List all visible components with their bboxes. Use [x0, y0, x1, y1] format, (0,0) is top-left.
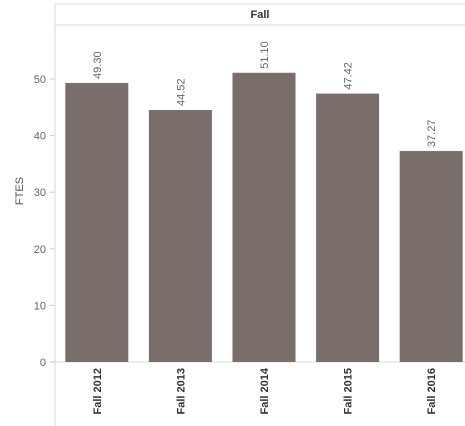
bar[interactable]: [399, 151, 463, 362]
y-tick-label: 0: [40, 357, 46, 369]
y-axis-ticks: 0 10 20 30 40 50: [34, 74, 55, 369]
bars: [65, 72, 463, 363]
bar-value-label: 44.52: [175, 78, 187, 106]
y-tick-label: 10: [34, 300, 46, 312]
x-category-label: Fall 2014: [259, 367, 271, 414]
bar[interactable]: [232, 72, 296, 363]
bar-value-label: 37.27: [426, 120, 438, 148]
x-category-label: Fall 2012: [92, 368, 104, 414]
x-category-label: Fall 2013: [175, 368, 187, 414]
panel-header: Fall: [251, 9, 270, 21]
data-labels: 49.30 44.52 51.10 47.42 37.27: [92, 41, 438, 147]
y-tick-label: 50: [34, 74, 46, 86]
x-axis-labels: Fall 2012 Fall 2013 Fall 2014 Fall 2015 Fall…: [92, 367, 438, 414]
x-category-label: Fall 2016: [426, 368, 438, 414]
bar[interactable]: [316, 93, 380, 363]
bar[interactable]: [65, 82, 129, 362]
y-tick-label: 40: [34, 131, 46, 143]
y-tick-label: 30: [34, 187, 46, 199]
y-tick-label: 20: [34, 244, 46, 256]
bar[interactable]: [148, 110, 212, 362]
bar-value-label: 47.42: [343, 62, 355, 90]
x-category-label: Fall 2015: [343, 368, 355, 414]
bar-value-label: 51.10: [259, 41, 271, 69]
bar-value-label: 49.30: [92, 51, 104, 79]
y-axis-title: FTES: [14, 177, 26, 205]
